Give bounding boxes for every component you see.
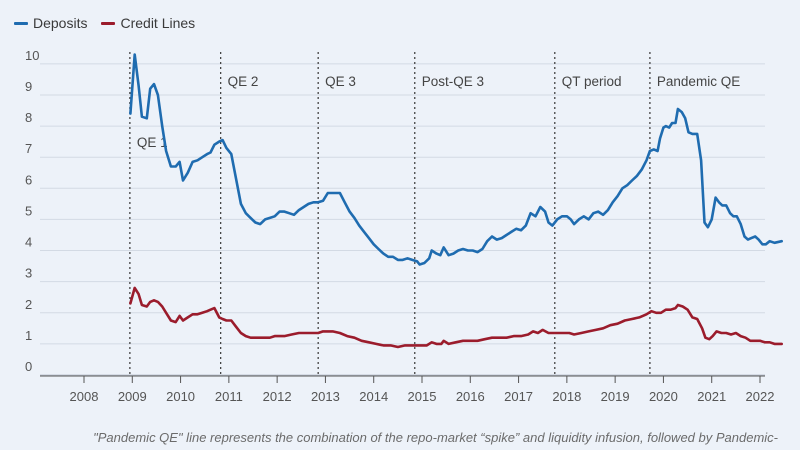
legend-swatch-deposits [14,21,28,25]
event-label-pandemic-qe: Pandemic QE [657,74,740,89]
event-label-qe-2: QE 2 [228,74,259,89]
legend-item-credit-lines: Credit Lines [101,15,195,31]
series-line-credit-lines [129,286,783,349]
x-tick-label-2014: 2014 [359,389,388,404]
event-markers: QE 1 QE 2 QE 3 Post-QE 3 QT period Pandemic Q… [129,52,740,376]
legend-label-credit-lines: Credit Lines [120,15,196,31]
x-tick-label-2015: 2015 [408,389,437,404]
y-tick-label-7: 7 [25,141,32,156]
x-tick-label-2008: 2008 [70,389,99,404]
chart-footnote: "Pandemic QE" line represents the combin… [93,430,778,445]
x-tick-label-2016: 2016 [456,389,485,404]
y-tick-label-10: 10 [25,48,39,63]
x-tick-label-2018: 2018 [552,389,581,404]
x-tick-label-2021: 2021 [697,389,726,404]
y-tick-label-0: 0 [25,359,32,374]
series-line-deposits [129,53,783,266]
x-tick-label-2009: 2009 [118,389,147,404]
x-tick-label-2010: 2010 [166,389,195,404]
legend-item-deposits: Deposits [14,15,87,31]
event-label-post-qe-3: Post-QE 3 [422,74,484,89]
event-label-qe-3: QE 3 [325,74,356,89]
legend-label-deposits: Deposits [33,15,88,31]
series-lines [129,53,783,349]
y-tick-label-4: 4 [25,235,32,250]
x-tick-label-2019: 2019 [601,389,630,404]
event-label-qe-1: QE 1 [137,135,168,150]
y-tick-label-3: 3 [25,266,32,281]
x-tick-label-2011: 2011 [215,389,243,404]
y-tick-label-6: 6 [25,172,32,187]
x-tick-label-2013: 2013 [311,389,340,404]
gridlines [40,63,765,376]
y-tick-label-2: 2 [25,297,32,312]
x-tick-label-2022: 2022 [746,389,775,404]
x-axis: 2008 2009 2010 2011 2012 2013 2014 2015 2016 2017… [40,375,775,404]
x-tick-label-2020: 2020 [649,389,678,404]
legend: Deposits Credit Lines [14,15,195,31]
y-tick-label-1: 1 [25,328,32,343]
event-label-qt-period: QT period [562,74,622,89]
x-tick-label-2017: 2017 [504,389,533,404]
legend-swatch-credit-lines [101,21,116,25]
y-tick-label-9: 9 [25,79,32,94]
y-axis-labels: 0 1 2 3 4 5 6 7 8 9 10 [25,48,39,374]
x-tick-label-2012: 2012 [263,389,292,404]
y-tick-label-8: 8 [25,110,32,125]
y-tick-label-5: 5 [25,203,32,218]
